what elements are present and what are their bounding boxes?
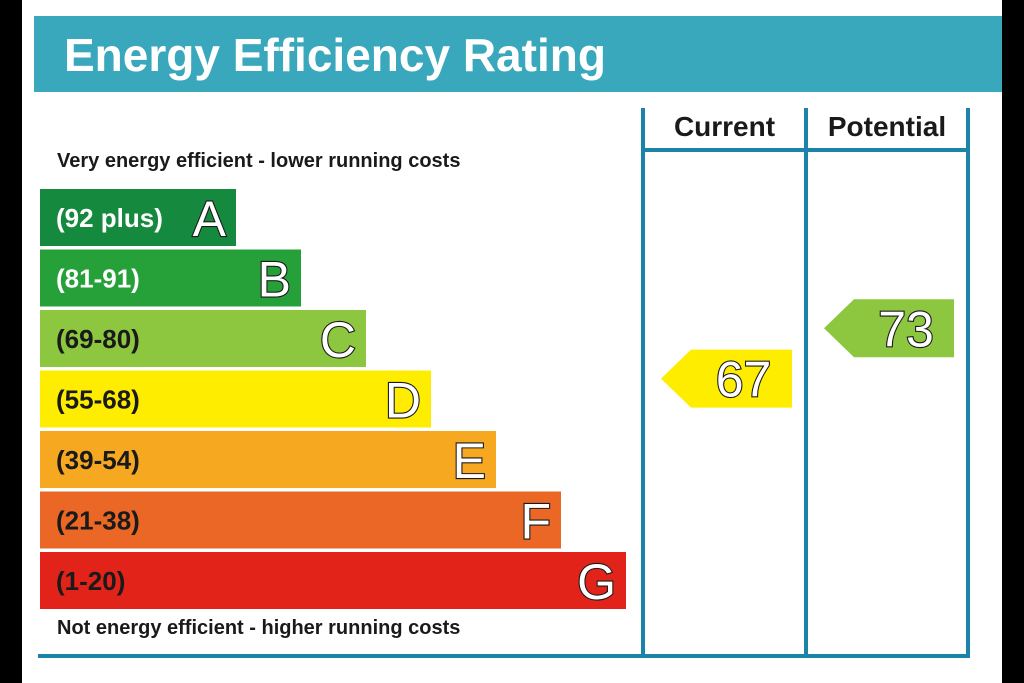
band-bar-b bbox=[40, 249, 301, 307]
band-range-b: (81-91) bbox=[56, 264, 140, 294]
band-letter-a: A bbox=[193, 191, 227, 247]
band-bar-e bbox=[40, 431, 496, 488]
band-range-f: (21-38) bbox=[56, 506, 140, 536]
band-range-e: (39-54) bbox=[56, 445, 140, 475]
band-range-c: (69-80) bbox=[56, 324, 140, 354]
arrow-potential bbox=[824, 299, 954, 358]
band-letter-b: B bbox=[258, 252, 291, 308]
band-letter-f: F bbox=[520, 494, 551, 550]
arrow-current bbox=[661, 349, 792, 408]
epc-chart: Energy Efficiency Rating Very energy eff… bbox=[22, 0, 1002, 683]
band-range-d: (55-68) bbox=[56, 385, 140, 415]
band-letter-c: C bbox=[320, 312, 356, 368]
band-range-a: (92 plus) bbox=[56, 203, 163, 233]
column-header-current: Current bbox=[674, 111, 775, 142]
arrow-value-potential: 73 bbox=[878, 301, 934, 357]
band-letter-e: E bbox=[453, 433, 486, 489]
band-letter-d: D bbox=[385, 373, 421, 429]
caption-bottom: Not energy efficient - higher running co… bbox=[57, 617, 461, 639]
title-bar: Energy Efficiency Rating bbox=[34, 16, 1002, 92]
band-bar-d bbox=[40, 370, 431, 428]
band-bar-c bbox=[40, 310, 366, 367]
band-letter-g: G bbox=[577, 554, 616, 610]
arrow-value-current: 67 bbox=[716, 352, 772, 408]
band-bar-g bbox=[40, 552, 626, 609]
band-range-g: (1-20) bbox=[56, 566, 125, 596]
rating-chart: (92 plus) A (81-91) B (69-80) C (55-68) D (39-54… bbox=[38, 108, 970, 658]
band-bar-f bbox=[40, 491, 561, 549]
caption-top: Very energy efficient - lower running co… bbox=[57, 150, 461, 172]
band-bar-a bbox=[40, 189, 236, 246]
chart-title: Energy Efficiency Rating bbox=[64, 29, 606, 81]
column-header-potential: Potential bbox=[828, 111, 946, 142]
